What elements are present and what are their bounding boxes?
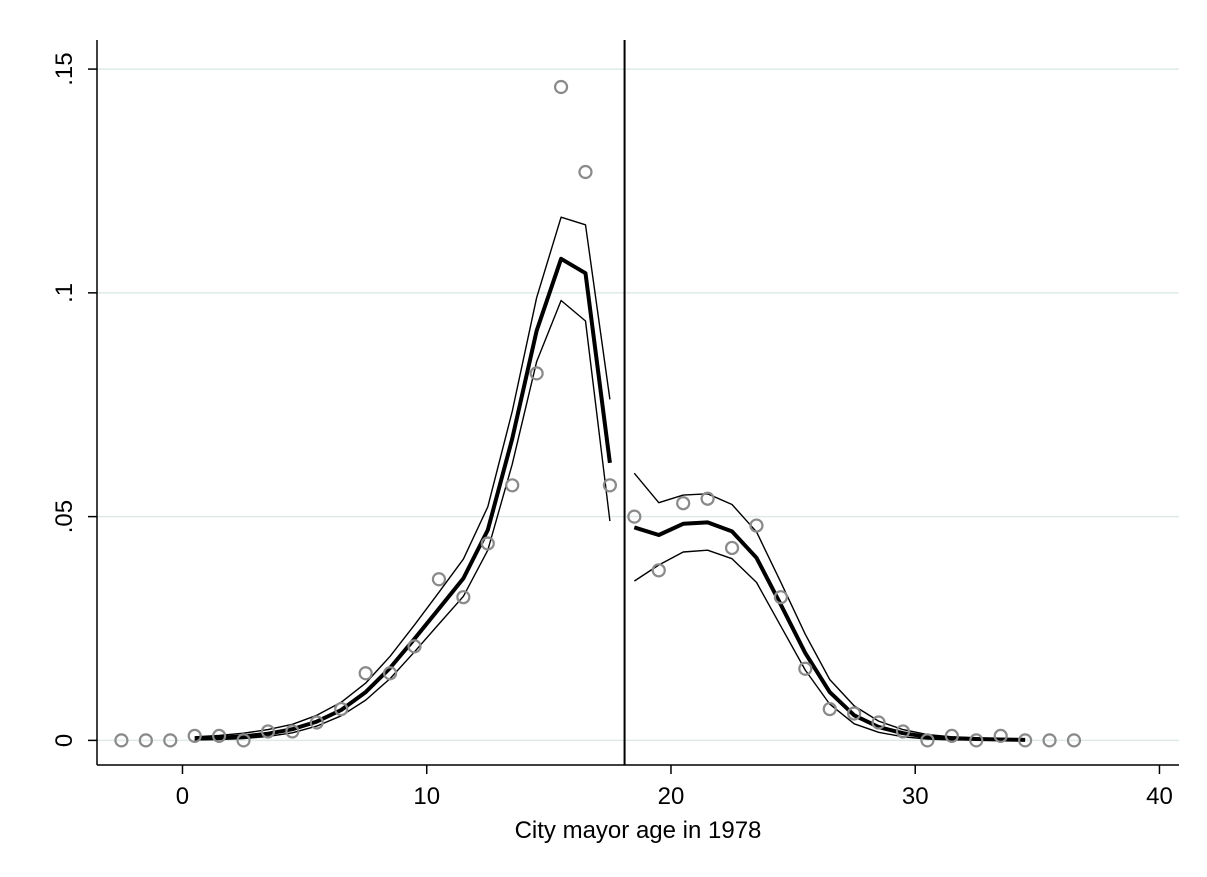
data-point-36: [993, 728, 1008, 744]
data-point-26: [749, 518, 764, 533]
fitted-lines: [194, 256, 1026, 742]
y-tick-label-3: .15: [51, 52, 78, 85]
data-point-21: [627, 509, 642, 524]
data-point-17: [529, 366, 544, 381]
x-tick-label-4: 40: [1146, 783, 1173, 810]
y-tick-label-1: .05: [51, 500, 78, 533]
data-point-27: [773, 590, 788, 605]
data-point-12: [407, 639, 422, 654]
data-point-30: [847, 706, 862, 721]
data-point-32: [895, 724, 911, 739]
data-point-35: [969, 733, 984, 748]
x-axis-title: City mayor age in 1978: [515, 817, 762, 844]
x-tick-label-2: 20: [658, 783, 685, 810]
data-point-1: [138, 733, 153, 748]
data-point-25: [724, 540, 740, 556]
data-point-11: [382, 666, 398, 681]
data-point-15: [480, 536, 495, 551]
y-tick-label-0: 0: [51, 734, 78, 747]
x-tick-label-0: 0: [176, 783, 189, 810]
data-point-6: [260, 724, 276, 739]
data-point-37: [1018, 733, 1033, 748]
data-point-0: [114, 733, 129, 748]
data-point-20: [602, 478, 618, 493]
data-point-4: [212, 728, 227, 744]
data-point-7: [285, 724, 300, 739]
left-fit-line: [194, 256, 612, 741]
data-point-9: [334, 701, 349, 717]
data-point-5: [236, 733, 251, 748]
x-tick-label-3: 30: [902, 783, 929, 810]
data-point-22: [651, 563, 666, 578]
y-tick-labels: 0 .05 .1 .15: [51, 52, 78, 747]
axes: [88, 40, 1179, 774]
data-point-29: [822, 701, 837, 717]
data-points: [114, 79, 1082, 748]
data-point-19: [578, 164, 593, 180]
x-tick-labels: 0 10 20 30 40: [176, 783, 1173, 810]
data-point-23: [676, 496, 691, 511]
data-point-8: [309, 715, 324, 730]
data-point-24: [700, 491, 715, 506]
data-point-10: [358, 666, 373, 681]
data-point-14: [456, 590, 471, 605]
data-point-38: [1042, 733, 1057, 748]
data-point-18: [553, 79, 569, 95]
left-ci-upper-line: [194, 216, 611, 738]
data-point-3: [187, 728, 202, 744]
x-tick-label-1: 10: [413, 783, 440, 810]
y-tick-label-2: .1: [51, 283, 78, 303]
data-point-39: [1066, 733, 1082, 748]
data-point-31: [871, 715, 886, 730]
data-point-16: [505, 478, 520, 493]
data-point-28: [798, 661, 813, 676]
data-point-2: [163, 733, 178, 748]
data-point-13: [431, 572, 447, 587]
right-fit-line: [633, 520, 1026, 742]
data-point-34: [944, 728, 959, 744]
data-point-33: [920, 733, 935, 748]
